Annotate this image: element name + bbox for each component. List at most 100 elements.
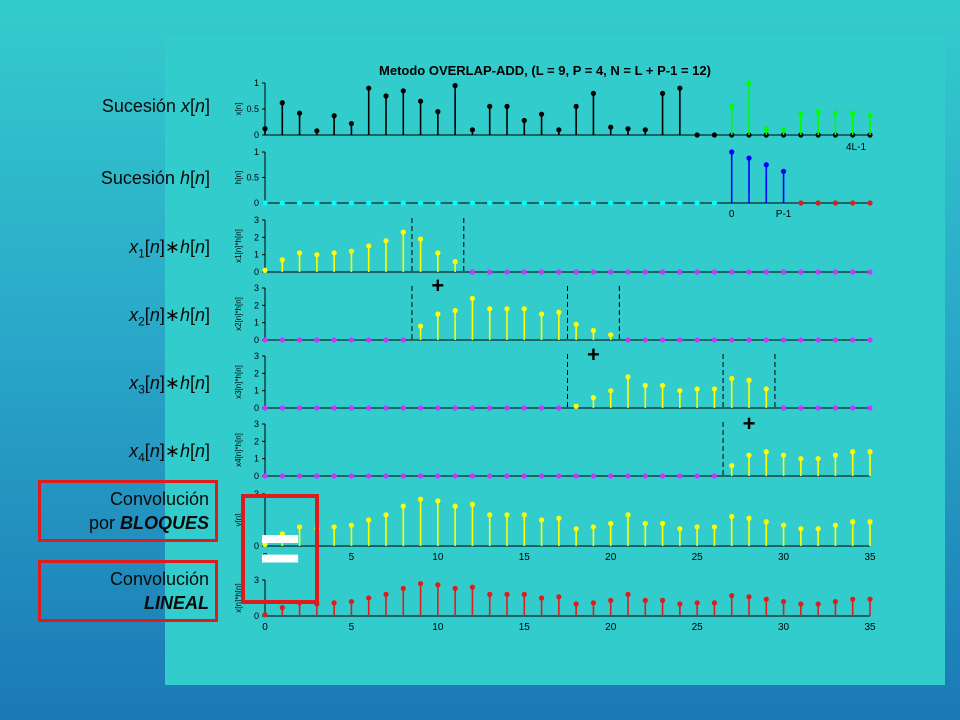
stem-point [832,452,839,458]
stem-point [625,512,631,518]
stem-point [331,337,337,343]
stem-point [538,200,545,206]
stem-point [314,473,320,479]
h-end-annotation: P-1 [776,209,792,220]
y-tick-label: 1 [254,318,259,328]
stem-point [383,591,389,598]
stem-point [538,269,545,275]
row-label-part: [ [144,441,150,461]
stem-point [435,311,441,317]
stem-point [832,337,839,343]
stem-point [780,405,787,411]
stem-point [711,337,718,343]
stem-point [763,162,769,168]
stem-point [850,596,856,602]
stem-point [417,323,424,329]
y-tick-label: 2 [254,232,259,242]
y-axis-label: x[n] [234,103,243,116]
stem-point [504,103,510,109]
row-label-part: x [129,441,139,461]
stem-point [642,382,648,389]
stem-point [746,594,752,600]
stem-point [296,473,303,479]
stem-point [400,503,406,509]
stem-point [504,269,510,275]
stem-point [452,200,458,206]
stem-point [850,269,856,275]
stem-point [677,337,683,343]
stem-point [504,512,510,518]
y-tick-label: 3 [254,215,259,225]
row-label-part: [ [189,168,195,188]
stem-point [642,200,648,206]
stem-point [279,100,285,106]
stem-point [590,327,597,334]
stem-point [659,597,666,604]
stem-point [729,269,735,275]
stem-point [608,124,614,130]
stem-point [711,269,718,275]
row-label-part: h [179,441,190,461]
stem-point [746,515,752,521]
stem-point [659,473,666,479]
stem-point [832,269,839,275]
stem-point [521,591,527,598]
x-tick-label: 15 [519,552,531,563]
row-label-h: Sucesión h[n] [0,168,210,189]
block-line1: Convolución [109,489,209,509]
row-label-part: n [149,305,160,325]
y-axis-label: x4[n]*h[n] [234,433,243,467]
stem-point [504,591,510,598]
stem-point [348,405,355,411]
stem-point [659,337,666,343]
row-label-x1: x1[n]∗h[n] [0,237,210,261]
row-label-part: n [194,305,205,325]
stem-point [850,519,856,525]
stem-point [608,520,614,527]
stem-point [296,200,303,206]
stem-point [262,473,268,479]
row-label-part: Sucesión [100,168,180,188]
stem-point [625,374,631,380]
row-label-part: ] [159,441,165,461]
stem-point [383,473,389,479]
x-tick-label: 5 [349,622,355,633]
stem-point [746,80,752,86]
row-label-part: ] [204,168,210,188]
row-label-part: 2 [138,314,145,329]
y-tick-label: 2 [254,436,259,446]
stem-point [279,337,285,343]
stem-point [538,311,545,317]
row-label-part: n [149,373,160,393]
stem-point [729,463,735,469]
stem-point [556,127,562,133]
row-label-part: n [194,237,205,257]
row-label-part: h [179,305,190,325]
stem-point [850,337,856,343]
stem-point [452,473,458,479]
stem-point [625,126,631,132]
stem-point [469,269,476,275]
row-label-part: ] [204,305,210,325]
y-tick-label: 0 [254,471,259,481]
row-label-part: x [180,96,190,116]
chart-title: Metodo OVERLAP-ADD, (L = 9, P = 4, N = L… [379,63,711,78]
row-label-part: [ [144,373,150,393]
stem-point [279,531,285,537]
block-convolution-label: Convolución por BLOQUES [38,480,218,542]
y-tick-label: 2 [254,368,259,378]
stem-point [798,456,804,462]
stem-point [400,405,406,411]
stem-point [504,200,510,206]
stem-point [435,250,441,256]
row-label-part: ] [204,441,210,461]
row-label-x: Sucesión x[n] [0,96,210,117]
row-label-part: ] [204,96,210,116]
stem-point [538,473,545,479]
stem-point [642,337,648,343]
y-tick-label: 3 [254,283,259,293]
stem-point [659,520,666,527]
stem-point [659,90,666,96]
y-tick-label: 1 [254,386,259,396]
stem-point [348,120,355,127]
